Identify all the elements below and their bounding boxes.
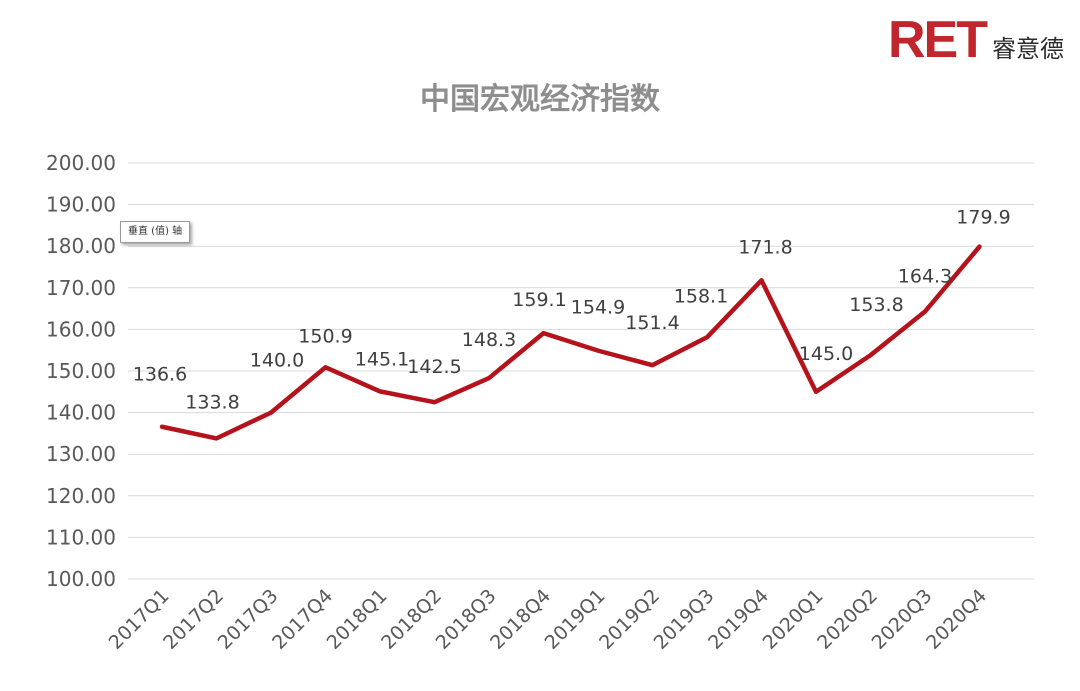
- y-tick-label: 170.00: [46, 276, 116, 300]
- data-label: 151.4: [625, 312, 679, 334]
- brand-logo: RET 睿意德: [888, 11, 1072, 69]
- data-label: 133.8: [185, 391, 239, 413]
- logo-mark: RET: [888, 11, 988, 69]
- data-label: 142.5: [407, 356, 461, 378]
- x-tick-label: 2020Q4: [922, 585, 991, 654]
- y-axis[interactable]: 100.00 110.00 120.00 130.00 140.00 150.00 160.…: [46, 151, 116, 591]
- data-label: 145.1: [355, 348, 409, 370]
- data-label: 159.1: [512, 289, 566, 311]
- series-line[interactable]: [159, 244, 982, 441]
- logo-text: 睿意德: [992, 35, 1064, 63]
- y-tick-label: 160.00: [46, 317, 116, 341]
- data-label: 154.9: [571, 297, 625, 319]
- data-label: 179.9: [956, 207, 1010, 229]
- data-label: 145.0: [799, 343, 853, 365]
- gridlines: [128, 162, 1034, 580]
- y-tick-label: 110.00: [46, 525, 116, 549]
- y-tick-label: 190.00: [46, 193, 116, 217]
- data-label: 150.9: [298, 325, 352, 347]
- axis-tooltip: 垂直 (值) 轴: [120, 221, 191, 243]
- y-tick-label: 120.00: [46, 484, 116, 508]
- data-label: 171.8: [738, 236, 792, 258]
- y-tick-label: 200.00: [46, 151, 116, 175]
- data-label: 158.1: [674, 285, 728, 307]
- data-label: 140.0: [250, 350, 304, 372]
- y-tick-label: 100.00: [46, 567, 116, 591]
- data-label: 136.6: [133, 364, 187, 386]
- y-tick-label: 150.00: [46, 359, 116, 383]
- x-axis[interactable]: 2017Q12017Q22017Q32017Q42018Q12018Q22018…: [105, 585, 991, 654]
- chart-title: 中国宏观经济指数: [420, 82, 660, 117]
- data-label: 164.3: [898, 266, 952, 288]
- data-label: 153.8: [849, 294, 903, 316]
- y-tick-label: 130.00: [46, 442, 116, 466]
- y-tick-label: 140.00: [46, 401, 116, 425]
- series[interactable]: [159, 244, 982, 441]
- data-label: 148.3: [462, 329, 516, 351]
- y-tick-label: 180.00: [46, 234, 116, 258]
